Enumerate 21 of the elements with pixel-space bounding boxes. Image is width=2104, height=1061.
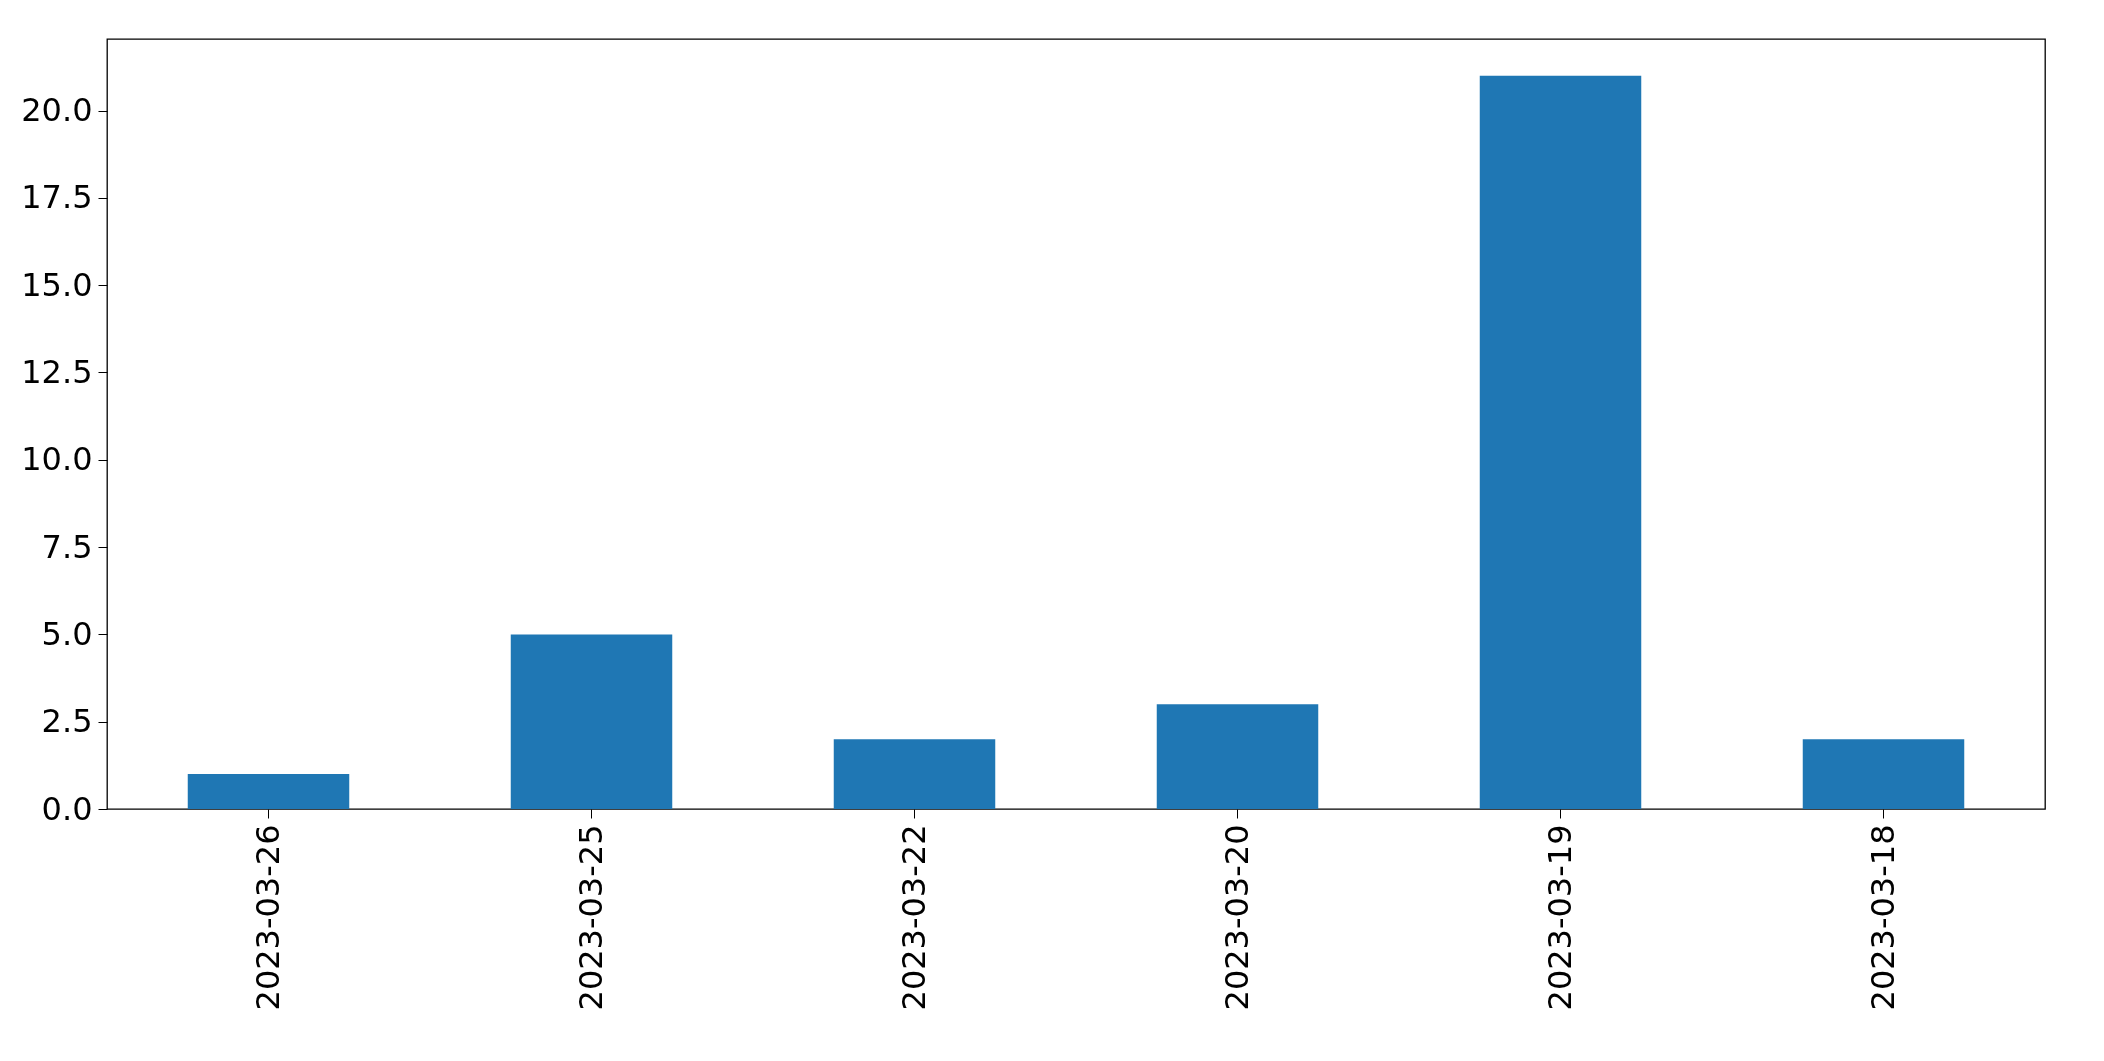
y-tick-label: 0.0 — [41, 789, 93, 828]
y-tick-label: 10.0 — [21, 440, 93, 479]
bar — [1802, 739, 1965, 809]
y-tick-label: 17.5 — [21, 178, 93, 217]
x-tick-label: 2023-03-20 — [1217, 824, 1256, 1011]
x-tick-label: 2023-03-19 — [1540, 824, 1579, 1011]
y-tick-label: 5.0 — [41, 614, 93, 653]
y-tick-label: 20.0 — [21, 91, 93, 130]
bar — [510, 634, 673, 809]
bar — [1156, 704, 1319, 809]
y-tick-label: 7.5 — [41, 527, 93, 566]
x-tick-label: 2023-03-22 — [894, 824, 933, 1011]
bar — [833, 739, 996, 809]
x-tick-label: 2023-03-18 — [1863, 824, 1902, 1011]
x-tick-label: 2023-03-25 — [571, 824, 610, 1011]
bar — [1479, 75, 1642, 809]
x-tick-label: 2023-03-26 — [248, 824, 287, 1011]
bar — [187, 774, 350, 809]
y-tick-label: 12.5 — [21, 352, 93, 391]
y-tick-label: 2.5 — [41, 702, 93, 741]
y-tick-label: 15.0 — [21, 265, 93, 304]
